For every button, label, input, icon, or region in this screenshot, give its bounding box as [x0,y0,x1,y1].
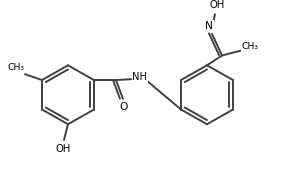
Text: O: O [120,102,128,112]
Text: OH: OH [209,0,225,11]
Text: NH: NH [132,72,147,82]
Text: CH₃: CH₃ [241,42,258,51]
Text: OH: OH [55,144,71,154]
Text: CH₃: CH₃ [7,63,24,72]
Text: N: N [205,21,213,31]
